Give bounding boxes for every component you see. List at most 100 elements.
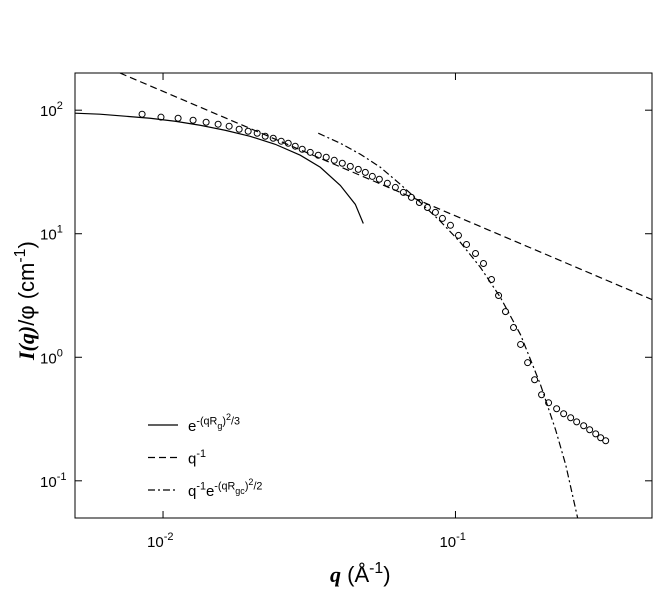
data-point <box>438 214 446 222</box>
y-tick-label: 10-1 <box>40 471 66 491</box>
label-part: q <box>188 451 196 468</box>
x-axis-label: q (Å-1) <box>330 560 391 587</box>
data-point <box>431 208 439 216</box>
data-point <box>415 198 423 206</box>
series-line <box>119 73 652 301</box>
label-part: 2 <box>226 412 231 422</box>
data-point <box>586 426 594 434</box>
label-part: -1 <box>369 560 383 577</box>
data-point <box>261 132 269 140</box>
data-point <box>338 159 346 167</box>
plot-area <box>75 73 652 518</box>
legend-label: q-1e-(qRgc)2/2 <box>188 477 262 500</box>
data-point <box>399 188 407 196</box>
plot-frame <box>74 72 653 519</box>
label-part: g <box>217 421 222 431</box>
data-point <box>502 308 510 316</box>
y-tick-label: 102 <box>40 100 63 120</box>
data-point <box>463 240 471 248</box>
data-point <box>545 399 553 407</box>
data-point <box>407 193 415 201</box>
data-point <box>354 165 362 173</box>
data-point <box>253 129 261 137</box>
data-point <box>573 418 581 426</box>
tick-base: 10 <box>40 350 57 367</box>
data-point <box>368 172 376 180</box>
data-point <box>214 120 222 128</box>
label-part: 2 <box>248 477 253 487</box>
data-point <box>235 125 243 133</box>
data-point <box>602 437 610 445</box>
data-point <box>375 175 383 183</box>
tick-exponent: -1 <box>57 471 67 483</box>
data-point <box>510 324 518 332</box>
data-point <box>202 118 210 126</box>
data-point <box>472 249 480 257</box>
y-axis-label: I(q)/φ (cm-1) <box>12 241 39 361</box>
tick-base: 10 <box>147 534 164 551</box>
data-point <box>592 430 600 438</box>
legend-label: q-1 <box>188 448 206 467</box>
legend-label: e-(qRg)2/3 <box>188 412 240 435</box>
label-part: ) <box>14 241 39 248</box>
tick-base: 10 <box>40 227 57 244</box>
data-point <box>567 414 575 422</box>
label-part: /3 <box>231 416 240 428</box>
series-line <box>75 112 364 224</box>
label-part: q <box>330 562 341 587</box>
label-part: I(q) <box>14 326 39 361</box>
data-point <box>580 422 588 430</box>
label-part: -1 <box>196 448 206 460</box>
data-point <box>495 292 503 300</box>
tick-exponent: -2 <box>164 531 174 543</box>
label-part: -(qR <box>196 416 217 428</box>
label-part: ) <box>383 562 390 587</box>
tick-exponent: -1 <box>456 531 466 543</box>
tick-base: 10 <box>40 103 57 120</box>
label-part: -(qR <box>214 481 235 493</box>
data-point <box>277 137 285 145</box>
data-point <box>330 156 338 164</box>
x-tick-label: 10-2 <box>147 531 173 551</box>
data-point <box>538 391 546 399</box>
label-part: ) <box>245 481 249 493</box>
y-tick-label: 101 <box>40 224 63 244</box>
data-point <box>314 151 322 159</box>
label-part: e <box>206 483 214 500</box>
data-point <box>298 145 306 153</box>
data-point <box>189 116 197 124</box>
label-part: /φ (cm <box>14 263 39 326</box>
data-point <box>244 127 252 135</box>
data-point <box>361 168 369 176</box>
data-point <box>269 134 277 142</box>
data-point <box>553 405 561 413</box>
tick-base: 10 <box>40 474 57 491</box>
x-tick-label: 10-1 <box>439 531 465 551</box>
tick-exponent: 2 <box>57 100 63 112</box>
label-part: /2 <box>253 481 262 493</box>
tick-exponent: 1 <box>57 224 63 236</box>
data-point <box>517 340 525 348</box>
data-point <box>306 148 314 156</box>
tick-base: 10 <box>439 534 456 551</box>
data-point <box>560 410 568 418</box>
data-point <box>346 162 354 170</box>
data-point <box>524 359 532 367</box>
label-part: -1 <box>196 481 206 493</box>
y-tick-label: 100 <box>40 347 63 367</box>
label-part: gc <box>235 486 245 496</box>
data-point <box>454 231 462 239</box>
data-point <box>225 122 233 130</box>
label-part: ) <box>222 416 226 428</box>
label-part: e <box>188 418 196 435</box>
series-line <box>318 132 579 518</box>
label-part: (Å <box>341 562 369 587</box>
tick-exponent: 0 <box>57 347 63 359</box>
data-point <box>157 113 165 121</box>
label-part: q <box>188 483 196 500</box>
data-point <box>531 376 539 384</box>
data-point <box>138 110 146 118</box>
data-point <box>174 114 182 122</box>
data-point <box>446 221 454 229</box>
